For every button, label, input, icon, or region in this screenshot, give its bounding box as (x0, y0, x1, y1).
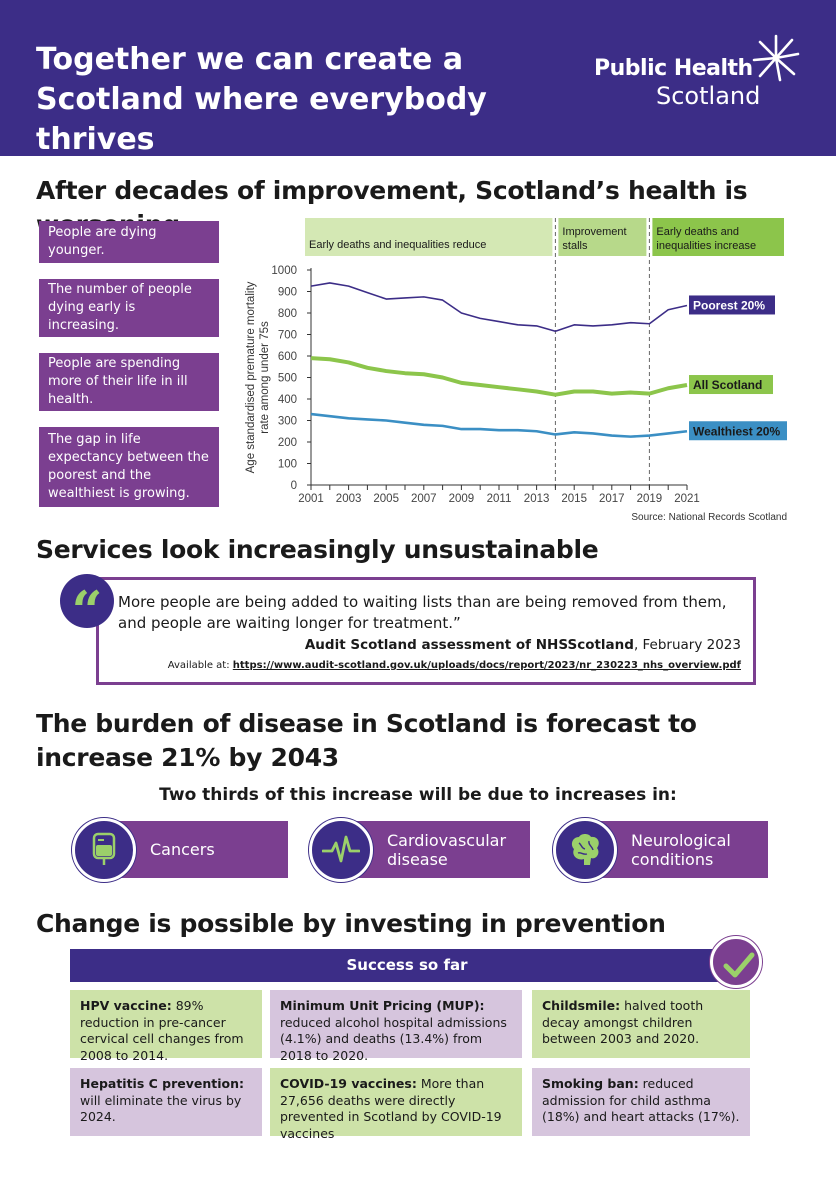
chart-y-tick-label: 300 (278, 416, 297, 428)
chart-x-tick-label: 2007 (411, 493, 437, 505)
brain-icon (553, 818, 617, 882)
chart-y-axis-label: Age standardised premature mortality rate… (245, 281, 271, 473)
phs-logo: Public Health Scotland (594, 34, 804, 114)
quote-marks-icon: “ (60, 574, 114, 643)
chart-series-line (310, 282, 688, 333)
success-card-covid: COVID-19 vaccines: More than 27,656 deat… (270, 1068, 522, 1141)
quote-link-line: Available at: https://www.audit-scotland… (168, 660, 741, 671)
chart-series-label-box (689, 421, 787, 441)
fact-box-dying-early: The number of people dying early is incr… (39, 279, 219, 337)
chart-phase-box (305, 218, 553, 256)
chart-series-label: Poorest 20% (693, 298, 765, 312)
fact-box-dying-younger: People are dying younger. (39, 221, 219, 263)
card-text: 89% reduction in pre-cancer cervical cel… (80, 998, 244, 1063)
chart-x-tick-label: 2013 (524, 493, 550, 505)
chart-x-tick-label: 2011 (487, 493, 512, 505)
card-text: More than 27,656 deaths were directly pr… (280, 1076, 502, 1141)
chart-phase-label: Early deaths and inequalities increase (656, 226, 756, 252)
available-at-label: Available at: (167, 660, 233, 671)
quote-source-date: , February 2023 (633, 637, 741, 653)
chart-y-tick-label: 700 (278, 330, 297, 342)
disease-label-cardiovascular: Cardiovascular disease (339, 821, 530, 878)
chart-phase-box (558, 218, 647, 256)
section-heading-services: Services look increasingly unsustainable (36, 535, 599, 564)
card-title: Hepatitis C prevention: (80, 1076, 245, 1091)
checkmark-icon (710, 936, 762, 988)
quote-text: More people are being added to waiting l… (118, 593, 727, 632)
chart-x-tick-label: 2001 (298, 493, 324, 505)
chart-y-tick-label: 100 (278, 459, 297, 471)
chart-y-tick-label: 900 (278, 287, 297, 299)
chart-y-tick-label: 1000 (271, 265, 297, 277)
section-heading-burden: The burden of disease in Scotland is for… (36, 709, 697, 772)
fact-box-life-expectancy-gap: The gap in life expectancy between the p… (39, 427, 219, 507)
quote-source-title: Audit Scotland assessment of NHSScotland (304, 637, 634, 653)
success-so-far-banner: Success so far (70, 949, 744, 982)
chart-y-tick-label: 200 (278, 437, 297, 449)
success-card-childsmile: Childsmile: halved tooth decay amongst c… (532, 990, 750, 1058)
page-title: Together we can create a Scotland where … (36, 42, 487, 157)
chart-phase-box (652, 218, 784, 256)
mortality-chart: Early deaths and inequalities reduce Impr… (236, 214, 796, 526)
section-heading-prevention: Change is possible by investing in preve… (36, 909, 666, 938)
chart-phase-label: Early deaths and inequalities reduce (309, 239, 486, 251)
quote-box (96, 577, 756, 685)
disease-cardiovascular: Cardiovascular disease (309, 818, 530, 882)
starburst-icon (752, 34, 800, 82)
logo-text-line2: Scotland (656, 82, 761, 110)
burden-subheading: Two thirds of this increase will be due … (159, 785, 677, 805)
chart-x-tick-label: 2019 (637, 493, 663, 505)
chart-series-line (310, 412, 688, 438)
chart-y-tick-label: 600 (278, 351, 297, 363)
success-card-hepatitis: Hepatitis C prevention: will eliminate t… (70, 1068, 262, 1136)
chart-series-label-box (689, 375, 773, 395)
chart-y-tick-label: 400 (278, 394, 297, 406)
card-text: will eliminate the virus by 2024. (80, 1092, 242, 1125)
chart-x-tick-label: 2015 (561, 493, 587, 505)
chart-x-tick-label: 2003 (336, 493, 362, 505)
chart-x-tick-label: 2017 (599, 493, 625, 505)
success-card-smoking: Smoking ban: reduced admission for child… (532, 1068, 750, 1136)
disease-neurological: Neurological conditions (553, 818, 768, 882)
success-card-mup: Minimum Unit Pricing (MUP): reduced alco… (270, 990, 522, 1063)
card-text: reduced alcohol hospital admissions (4.1… (280, 1014, 507, 1063)
success-card-hpv: HPV vaccine: 89% reduction in pre-cancer… (70, 990, 262, 1063)
card-title: Smoking ban: (542, 1076, 639, 1091)
card-text: halved tooth decay amongst children betw… (542, 998, 704, 1046)
chart-series-label: All Scotland (693, 378, 762, 392)
chart-series-label-box (689, 295, 775, 315)
card-title: COVID-19 vaccines: (280, 1076, 417, 1091)
card-text: reduced admission for child asthma (18%)… (542, 1076, 740, 1124)
chart-y-tick-label: 500 (278, 373, 297, 385)
chart-series-label: Wealthiest 20% (693, 424, 780, 438)
fact-box-ill-health: People are spending more of their life i… (39, 353, 219, 411)
chart-phase-label: Improvement stalls (562, 226, 626, 252)
chart-y-tick-label: 0 (291, 480, 297, 492)
card-title: HPV vaccine: (80, 998, 172, 1013)
heartbeat-icon (309, 818, 373, 882)
chart-x-tick-label: 2005 (373, 493, 399, 505)
mortality-chart-svg: Early deaths and inequalities reduce Impr… (245, 218, 787, 523)
card-title: Minimum Unit Pricing (MUP): (280, 998, 485, 1013)
chart-x-tick-label: 2021 (674, 493, 700, 505)
chart-y-tick-label: 800 (278, 308, 297, 320)
logo-text-line1: Public Health (594, 56, 753, 81)
header-banner: Together we can create a Scotland where … (0, 0, 836, 157)
iv-drip-icon (72, 818, 136, 882)
audit-scotland-link[interactable]: https://www.audit-scotland.gov.uk/upload… (232, 660, 741, 671)
chart-source: Source: National Records Scotland (631, 512, 787, 523)
chart-x-tick-label: 2009 (449, 493, 475, 505)
card-title: Childsmile: (542, 998, 621, 1013)
chart-series-line (310, 356, 688, 397)
disease-cancers: Cancers (72, 818, 288, 882)
quote-source: Audit Scotland assessment of NHSScotland… (305, 637, 741, 653)
